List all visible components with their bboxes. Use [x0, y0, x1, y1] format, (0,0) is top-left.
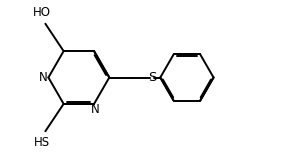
Text: N: N — [91, 103, 100, 116]
Text: S: S — [148, 71, 156, 84]
Text: HO: HO — [33, 6, 51, 19]
Text: N: N — [39, 71, 47, 84]
Text: HS: HS — [34, 136, 50, 149]
